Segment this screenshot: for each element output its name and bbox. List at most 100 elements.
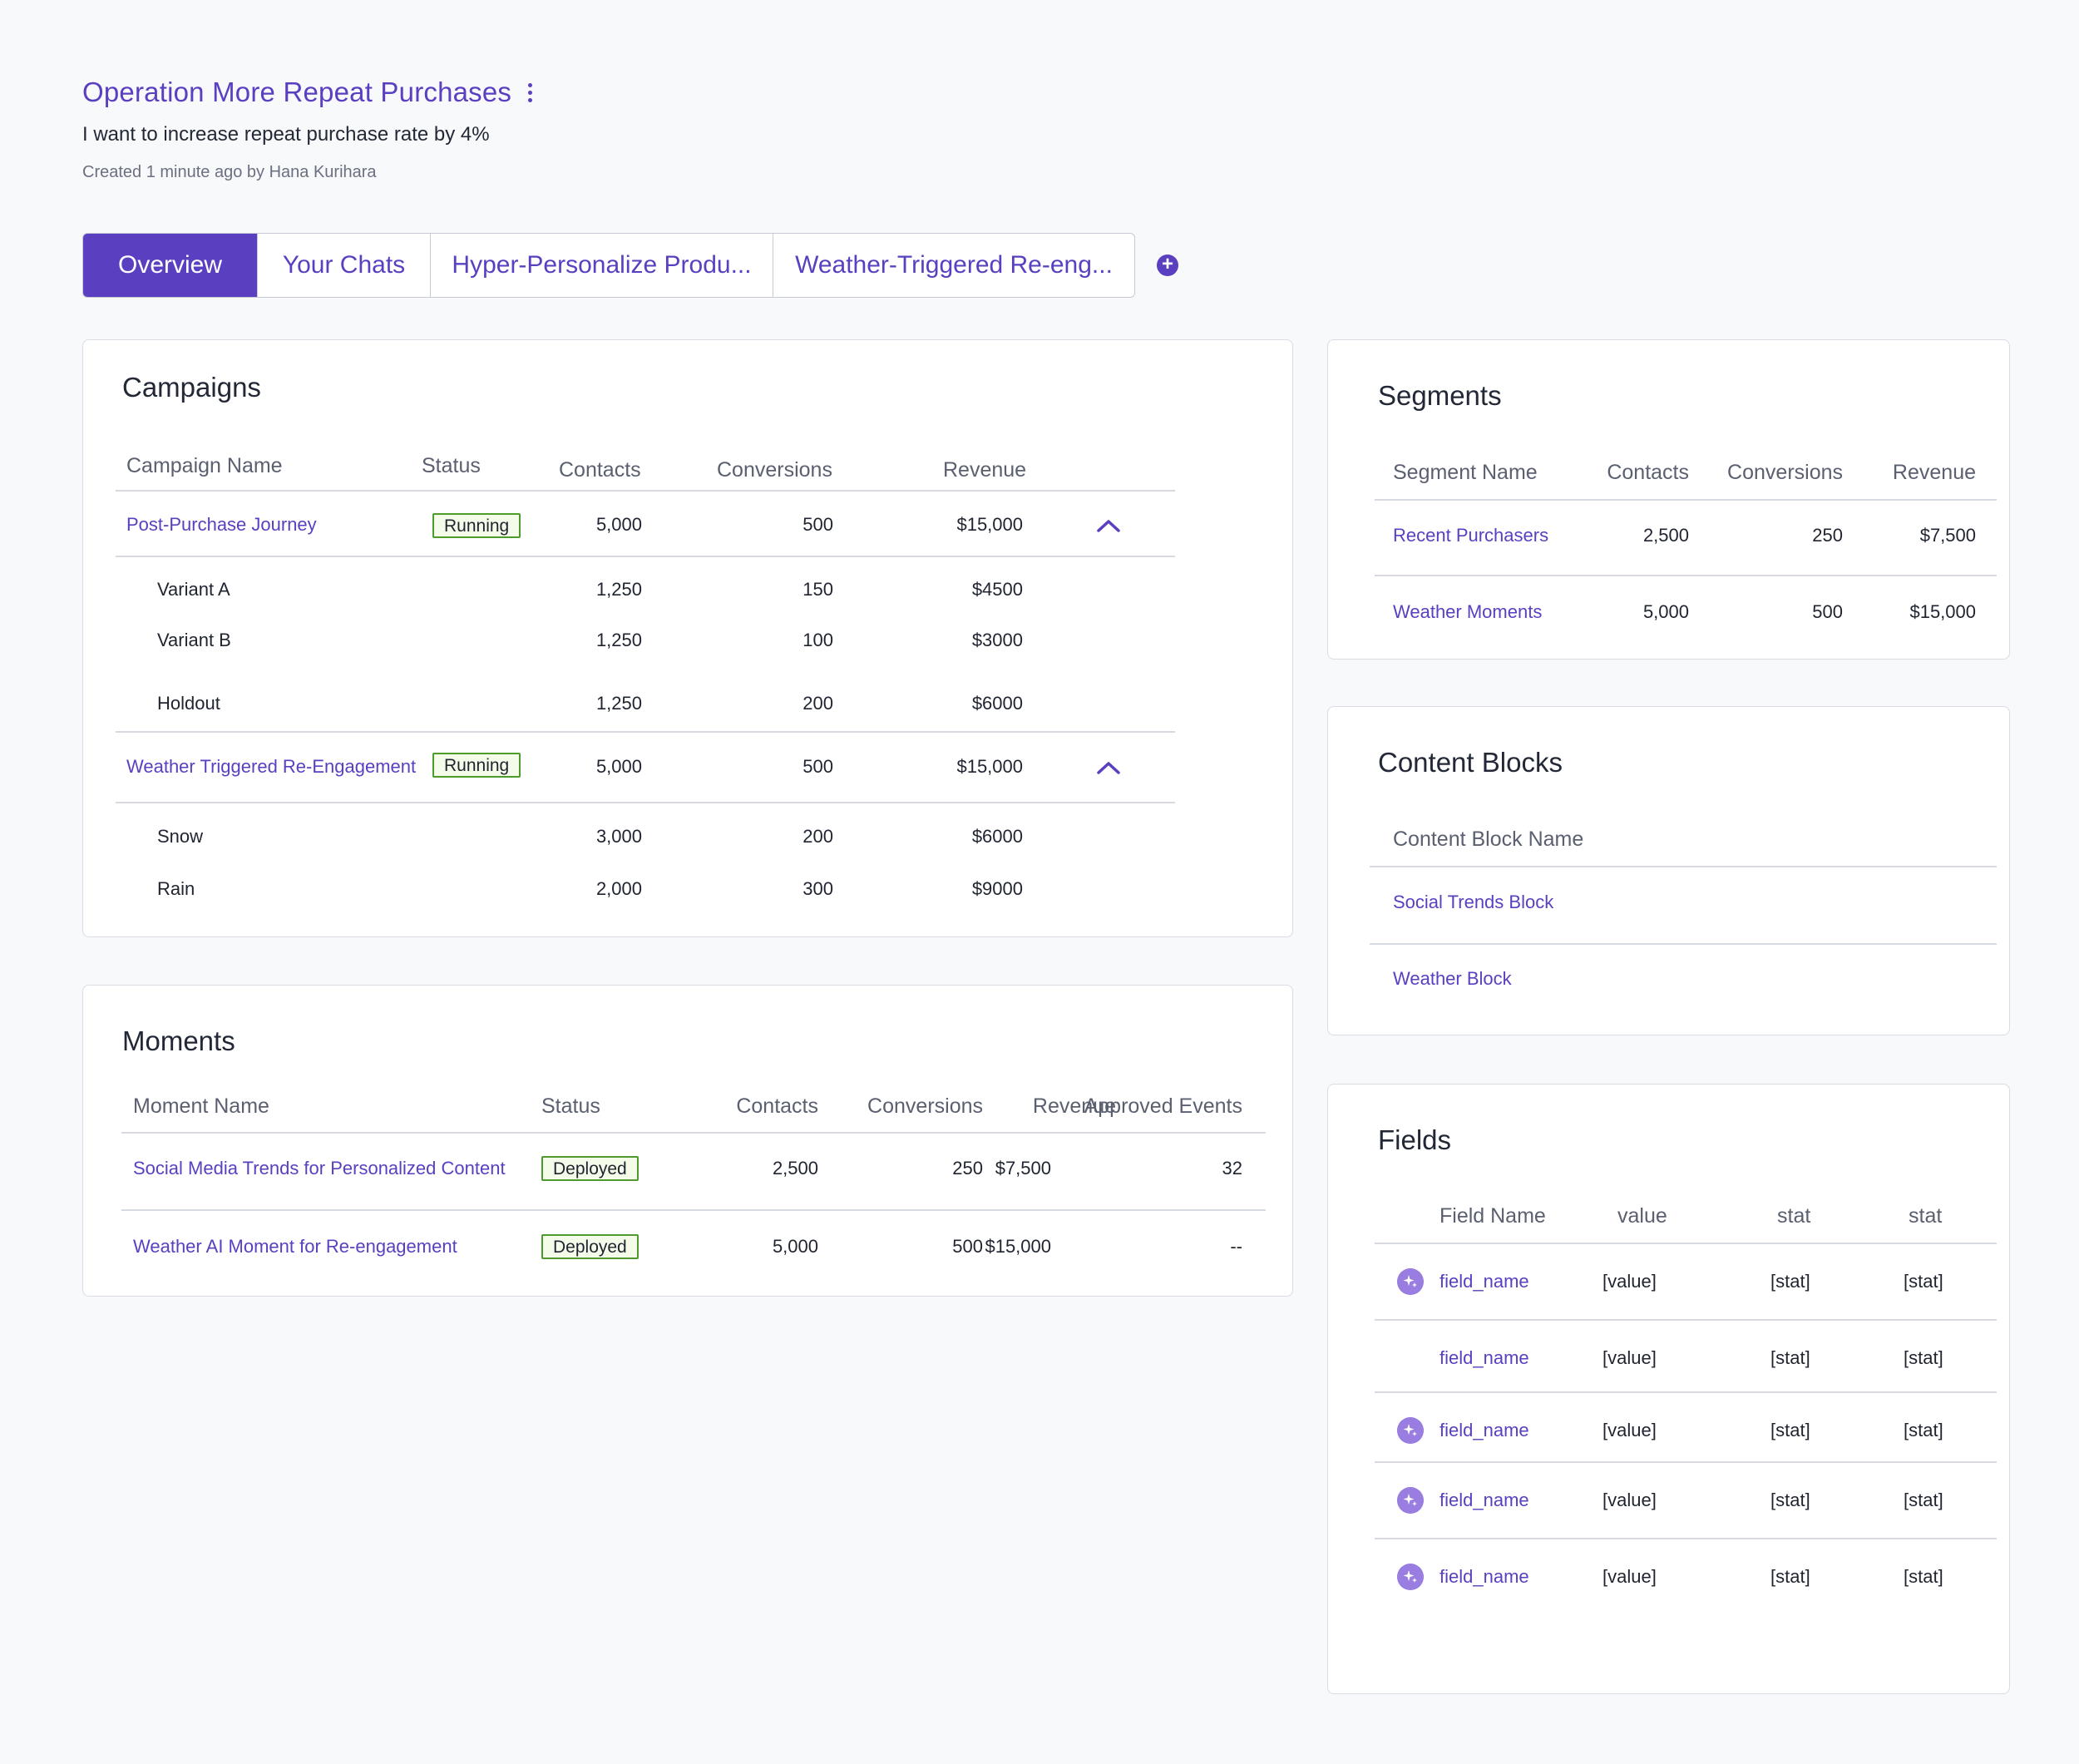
contacts-value: 5,000 — [772, 1236, 818, 1257]
tab-overview[interactable]: Overview — [83, 234, 258, 297]
divider — [116, 490, 1175, 492]
field-name-link[interactable]: field_name — [1439, 1490, 1529, 1510]
segment-name-link[interactable]: Recent Purchasers — [1393, 525, 1549, 546]
field-value: [value] — [1602, 1490, 1657, 1510]
divider — [121, 1132, 1266, 1134]
moments-card: Moments Moment Name Status Contacts Conv… — [82, 985, 1293, 1297]
contacts-value: 3,000 — [595, 826, 642, 847]
divider — [1375, 499, 1997, 501]
status-badge: Running — [432, 513, 521, 538]
field-name-link[interactable]: field_name — [1439, 1347, 1529, 1368]
divider — [1375, 1461, 1997, 1463]
col-conversions: Conversions — [717, 458, 832, 482]
revenue-value: $6000 — [971, 693, 1023, 714]
divider — [121, 1209, 1266, 1211]
campaign-name-link[interactable]: Weather Triggered Re-Engagement — [126, 756, 417, 777]
conversions-value: 250 — [1812, 525, 1843, 546]
revenue-value: $15,000 — [985, 1236, 1051, 1257]
status-badge: Deployed — [541, 1234, 639, 1259]
divider — [116, 802, 1175, 803]
tab-weather-triggered[interactable]: Weather-Triggered Re-eng... — [795, 251, 1113, 279]
chevron-up-icon[interactable] — [1096, 759, 1121, 776]
col-contacts: Contacts — [1607, 461, 1689, 484]
contacts-value: 2,000 — [595, 878, 642, 899]
col-approved-events: Approved Events — [1084, 1094, 1242, 1118]
field-stat: [stat] — [1770, 1271, 1810, 1292]
segments-title: Segments — [1378, 380, 1502, 411]
tab-your-chats[interactable]: Your Chats — [258, 234, 431, 297]
page-header: Operation More Repeat Purchases I want t… — [82, 77, 1080, 182]
conversions-value: 300 — [802, 878, 833, 899]
field-stat: [stat] — [1904, 1347, 1943, 1368]
approved-events-value: 32 — [1222, 1158, 1242, 1178]
sparkle-icon — [1397, 1417, 1424, 1444]
col-value: value — [1617, 1204, 1667, 1228]
variant-name: Holdout — [157, 693, 220, 714]
field-stat: [stat] — [1770, 1566, 1810, 1587]
moment-name-link[interactable]: Social Media Trends for Personalized Con… — [133, 1158, 506, 1178]
col-revenue: Revenue — [1032, 1094, 1116, 1118]
campaign-name-link[interactable]: Post-Purchase Journey — [126, 514, 317, 535]
conversions-value: 500 — [952, 1236, 983, 1257]
created-meta: Created 1 minute ago by Hana Kurihara — [82, 163, 377, 181]
field-name-link[interactable]: field_name — [1439, 1566, 1529, 1587]
campaigns-card: Campaigns Campaign Name Status Contacts … — [82, 339, 1293, 937]
field-stat: [stat] — [1904, 1490, 1943, 1510]
status-badge: Running — [432, 753, 521, 778]
contacts-value: 1,250 — [595, 579, 642, 600]
revenue-value: $7,500 — [1919, 525, 1976, 546]
add-tab-plus-icon[interactable]: + — [1157, 254, 1178, 276]
field-name-link[interactable]: field_name — [1439, 1420, 1529, 1440]
conversions-value: 500 — [1812, 601, 1843, 622]
field-stat: [stat] — [1904, 1420, 1943, 1440]
conversions-value: 150 — [802, 579, 833, 600]
variant-name: Snow — [157, 826, 204, 847]
divider — [1375, 1538, 1997, 1539]
tab-bar: Overview Your Chats Hyper-Personalize Pr… — [82, 233, 1135, 298]
col-campaign-name: Campaign Name — [126, 454, 283, 477]
conversions-value: 500 — [802, 756, 833, 777]
tab-hyper-personalize[interactable]: Hyper-Personalize Produ... — [431, 234, 773, 297]
contacts-value: 2,500 — [1642, 525, 1689, 546]
conversions-value: 500 — [802, 514, 833, 535]
revenue-value: $3000 — [971, 630, 1023, 650]
divider — [1370, 866, 1997, 867]
field-stat: [stat] — [1904, 1566, 1943, 1587]
sparkle-icon — [1397, 1487, 1424, 1514]
moment-name-link[interactable]: Weather AI Moment for Re-engagement — [133, 1236, 457, 1257]
conversions-value: 200 — [802, 826, 833, 847]
revenue-value: $15,000 — [956, 514, 1023, 535]
sparkle-icon — [1397, 1268, 1424, 1295]
contacts-value: 5,000 — [595, 514, 642, 535]
divider — [1370, 943, 1997, 945]
contacts-value: 2,500 — [772, 1158, 818, 1178]
col-stat: stat — [1909, 1204, 1943, 1228]
segment-name-link[interactable]: Weather Moments — [1393, 601, 1543, 622]
col-contacts: Contacts — [736, 1094, 818, 1118]
divider — [116, 556, 1175, 557]
content-block-link[interactable]: Social Trends Block — [1393, 892, 1554, 912]
page-title: Operation More Repeat Purchases — [82, 77, 512, 107]
sparkle-icon — [1397, 1564, 1424, 1590]
revenue-value: $6000 — [971, 826, 1023, 847]
approved-events-value: -- — [1230, 1236, 1242, 1257]
status-badge: Deployed — [541, 1156, 639, 1181]
chevron-up-icon[interactable] — [1096, 517, 1121, 534]
field-value: [value] — [1602, 1566, 1657, 1587]
variant-name: Rain — [157, 878, 195, 899]
contacts-value: 1,250 — [595, 630, 642, 650]
title-row: Operation More Repeat Purchases — [82, 77, 1080, 108]
field-stat: [stat] — [1770, 1420, 1810, 1440]
col-contacts: Contacts — [559, 458, 641, 482]
field-value: [value] — [1602, 1347, 1657, 1368]
content-block-link[interactable]: Weather Block — [1393, 968, 1512, 989]
col-conversions: Conversions — [1727, 461, 1843, 484]
conversions-value: 100 — [802, 630, 833, 650]
col-status: Status — [541, 1094, 600, 1118]
campaigns-title: Campaigns — [122, 372, 261, 403]
more-options-icon[interactable] — [523, 80, 537, 106]
col-conversions: Conversions — [867, 1094, 983, 1118]
col-segment-name: Segment Name — [1393, 461, 1538, 484]
field-name-link[interactable]: field_name — [1439, 1271, 1529, 1292]
col-field-name: Field Name — [1439, 1204, 1546, 1228]
